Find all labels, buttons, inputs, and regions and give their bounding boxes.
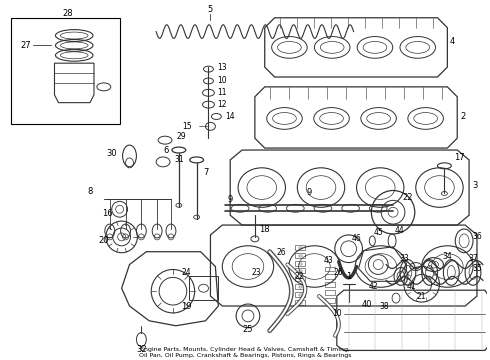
Text: 30: 30 xyxy=(106,149,117,158)
Text: 16: 16 xyxy=(102,209,113,218)
Text: 1: 1 xyxy=(346,272,351,281)
Text: 6: 6 xyxy=(163,145,169,154)
Text: 23: 23 xyxy=(251,268,261,277)
Text: Engine Parts, Mounts, Cylinder Head & Valves, Camshaft & Timing,
Oil Pan, Oil Pu: Engine Parts, Mounts, Cylinder Head & Va… xyxy=(139,347,351,358)
Text: 28: 28 xyxy=(62,9,73,18)
Text: 13: 13 xyxy=(218,63,227,72)
Text: 29: 29 xyxy=(176,132,186,141)
Text: 10: 10 xyxy=(218,76,227,85)
Bar xyxy=(299,278,302,280)
Text: 33: 33 xyxy=(399,254,409,263)
Bar xyxy=(325,266,335,271)
Bar xyxy=(325,282,335,287)
Bar xyxy=(325,274,335,279)
Text: 31: 31 xyxy=(174,156,184,165)
Text: 36: 36 xyxy=(472,233,482,242)
Text: 10: 10 xyxy=(332,309,342,318)
Bar xyxy=(299,286,302,288)
Text: 40: 40 xyxy=(361,300,371,309)
Bar xyxy=(299,270,302,273)
Text: 42: 42 xyxy=(368,282,378,291)
Text: 27: 27 xyxy=(21,41,31,50)
Bar xyxy=(295,253,305,258)
Bar xyxy=(189,276,219,300)
Text: 44: 44 xyxy=(395,226,405,235)
Text: 9: 9 xyxy=(307,188,312,197)
Bar xyxy=(295,276,305,281)
Text: 21: 21 xyxy=(417,292,426,301)
Bar xyxy=(299,262,302,265)
Bar xyxy=(11,18,120,124)
Text: 11: 11 xyxy=(218,88,227,97)
Bar xyxy=(299,247,302,249)
Text: 22: 22 xyxy=(294,272,304,281)
Text: 8: 8 xyxy=(87,187,93,196)
Text: 32: 32 xyxy=(136,345,147,354)
Text: 20: 20 xyxy=(98,237,109,246)
Text: 45: 45 xyxy=(373,229,383,238)
Text: 38: 38 xyxy=(379,302,389,311)
Bar xyxy=(299,255,302,257)
Text: 46: 46 xyxy=(352,234,362,243)
Text: 35: 35 xyxy=(472,264,482,273)
Text: 24: 24 xyxy=(182,268,192,277)
Bar xyxy=(295,292,305,297)
Text: 5: 5 xyxy=(208,5,213,14)
Text: 4: 4 xyxy=(450,37,455,46)
Text: 14: 14 xyxy=(225,112,235,121)
Text: 22: 22 xyxy=(403,193,413,202)
Bar xyxy=(325,290,335,295)
Text: 19: 19 xyxy=(181,302,192,311)
Text: 9: 9 xyxy=(227,195,233,204)
Bar xyxy=(295,300,305,305)
Text: 41: 41 xyxy=(407,282,416,291)
Bar xyxy=(295,261,305,266)
Bar xyxy=(299,294,302,296)
Text: 17: 17 xyxy=(454,153,465,162)
Bar xyxy=(299,302,302,304)
Text: 37: 37 xyxy=(468,254,478,263)
Text: 43: 43 xyxy=(324,256,334,265)
Text: 26: 26 xyxy=(277,248,286,257)
Text: 7: 7 xyxy=(203,168,208,177)
Text: 25: 25 xyxy=(243,325,253,334)
Text: 18: 18 xyxy=(259,225,270,234)
Bar xyxy=(325,298,335,303)
Text: 12: 12 xyxy=(218,100,227,109)
Text: 3: 3 xyxy=(472,181,478,190)
Bar xyxy=(295,269,305,274)
Bar xyxy=(295,245,305,250)
Text: 34: 34 xyxy=(442,252,452,261)
Text: 26: 26 xyxy=(334,268,343,277)
Bar xyxy=(295,284,305,289)
Text: 15: 15 xyxy=(182,122,192,131)
Text: 2: 2 xyxy=(461,112,466,121)
